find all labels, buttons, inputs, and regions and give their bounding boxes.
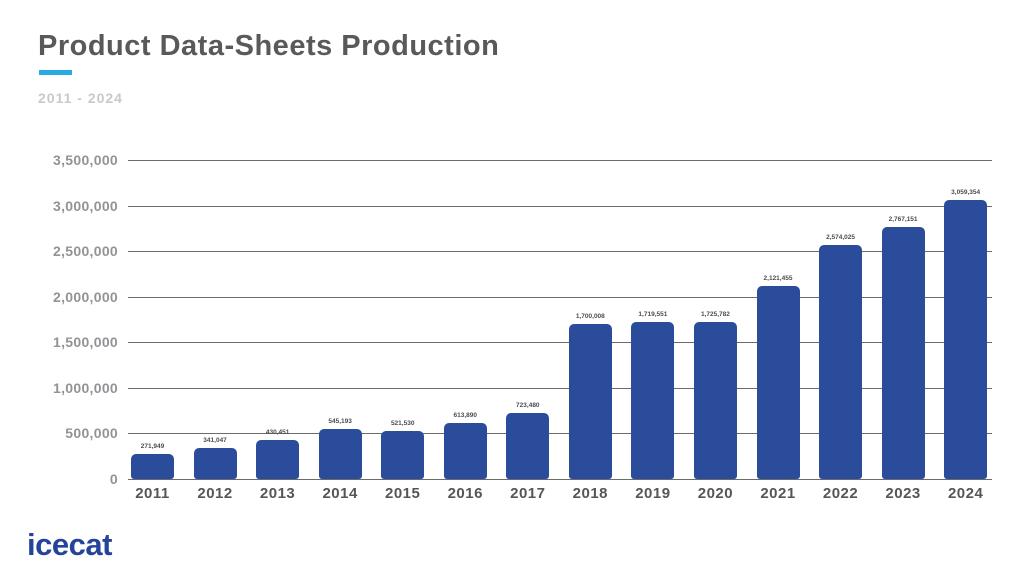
x-axis-tick-label: 2019 — [635, 485, 671, 502]
x-axis-tick-label: 2023 — [885, 485, 921, 502]
bar-2024 — [944, 200, 988, 479]
bar-2020 — [693, 321, 737, 479]
bar-value-label: 521,530 — [390, 420, 415, 428]
bar-value-label: 271,949 — [140, 443, 165, 451]
x-axis-tick-label: 2012 — [197, 485, 233, 502]
gridline — [128, 251, 992, 253]
gridline — [128, 342, 992, 344]
bar-2015 — [381, 431, 425, 479]
y-axis-tick-label: 2,000,000 — [53, 288, 118, 305]
title-accent-underline — [39, 70, 72, 75]
x-axis-tick-label: 2015 — [385, 485, 421, 502]
x-axis-tick-label: 2017 — [510, 485, 546, 502]
icecat-logo: icecat — [27, 527, 112, 562]
y-axis-tick-label: 3,500,000 — [53, 152, 118, 169]
bar-value-label: 3,059,354 — [951, 189, 981, 197]
x-axis-tick-label: 2011 — [135, 485, 170, 502]
gridline — [128, 433, 992, 435]
y-axis-tick-label: 2,500,000 — [53, 243, 118, 260]
bar-2018 — [568, 324, 612, 479]
x-axis-tick-label: 2021 — [760, 485, 796, 502]
bar-value-label: 2,121,455 — [763, 274, 793, 282]
bar-value-label: 341,047 — [203, 436, 227, 444]
bar-value-label: 2,574,025 — [826, 233, 855, 241]
bar-2014 — [318, 429, 362, 479]
gridline — [128, 387, 992, 389]
y-axis-tick-label: 3,000,000 — [53, 197, 118, 214]
bar-value-label: 613,890 — [453, 412, 478, 420]
x-axis-baseline — [128, 479, 992, 480]
y-axis-tick-label: 1,000,000 — [53, 379, 118, 396]
x-axis-tick-label: 2016 — [447, 485, 483, 502]
bar-value-label: 1,719,551 — [638, 311, 668, 319]
y-axis-tick-label: 1,500,000 — [53, 334, 118, 351]
gridline — [128, 160, 992, 162]
bar-value-label: 430,451 — [265, 428, 290, 436]
bar-2011 — [131, 454, 174, 479]
bar-2021 — [756, 285, 800, 479]
bar-value-label: 723,480 — [516, 402, 540, 410]
bar-value-label: 2,767,151 — [888, 215, 918, 223]
bar-2022 — [819, 244, 863, 479]
page-title: Product Data-Sheets Production — [38, 30, 500, 62]
bar-2016 — [443, 423, 487, 479]
bar-2019 — [631, 322, 675, 479]
gridline — [128, 205, 992, 207]
x-axis-tick-label: 2013 — [259, 485, 296, 502]
x-axis-tick-label: 2018 — [572, 485, 609, 502]
y-axis-tick-label: 0 — [109, 471, 118, 487]
bar-value-label: 545,193 — [328, 418, 352, 426]
x-axis-tick-label: 2024 — [947, 485, 984, 502]
bar-value-label: 1,725,782 — [700, 310, 730, 318]
y-axis-tick-label: 500,000 — [65, 425, 118, 442]
bar-2013 — [256, 439, 300, 479]
bar-2017 — [506, 413, 550, 479]
page-subtitle: 2011 - 2024 — [38, 90, 123, 106]
x-axis-tick-label: 2022 — [822, 485, 859, 502]
x-axis-tick-label: 2014 — [322, 485, 358, 502]
bar-2012 — [193, 447, 237, 479]
bar-value-label: 1,700,008 — [575, 313, 605, 321]
x-axis-tick-label: 2020 — [697, 485, 734, 502]
bar-2023 — [881, 226, 925, 479]
gridline — [128, 296, 992, 298]
